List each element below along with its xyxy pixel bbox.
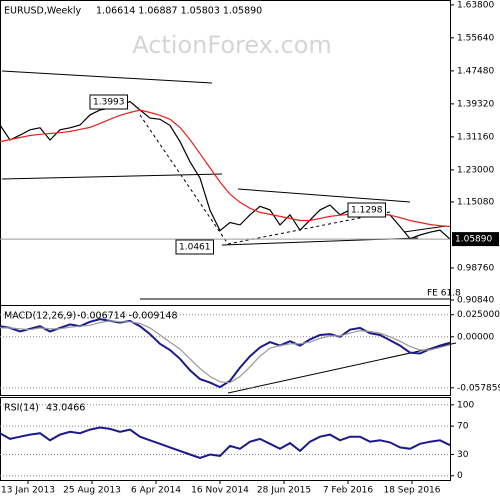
y-tick-label: 0.90840	[457, 295, 494, 305]
panel-values: 43.0466	[46, 403, 85, 414]
y-tick-label: 1.31160	[457, 132, 494, 142]
y-tick-label: 1.15080	[457, 197, 494, 207]
y-tick-label: 1.39320	[457, 99, 494, 109]
trend-line	[403, 225, 447, 233]
panel-title: RSI(14)	[4, 403, 39, 414]
watermark: ActionForex.com	[132, 31, 332, 59]
x-tick-label: 28 Jun 2015	[257, 486, 311, 496]
annotation-box	[175, 239, 214, 255]
panel-values: -0.006714 -0.009148	[77, 311, 178, 322]
y-tick-label: 1.23000	[457, 165, 494, 175]
y-tick-label: 1.47480	[457, 66, 494, 76]
y-tick-label: 1.55640	[457, 33, 494, 43]
y-tick-label: 70	[457, 422, 469, 432]
y-tick-label: 0.00000	[457, 332, 494, 342]
last-price-label: 1.05890	[455, 235, 492, 245]
y-tick-label: 0	[457, 471, 463, 481]
panel-title: MACD(12,26,9)	[4, 311, 76, 322]
panel-values: 1.06614 1.06887 1.05803 1.05890	[96, 6, 262, 17]
annotation: FE 61.8	[427, 289, 461, 299]
series-line	[0, 318, 451, 389]
x-tick-label: 16 Nov 2014	[191, 486, 249, 496]
trend-line	[237, 188, 411, 203]
annotation: 1.0461	[179, 243, 211, 253]
y-tick-label: 0.025000	[457, 310, 500, 320]
panel-title: EURUSD,Weekly	[4, 6, 82, 17]
series-line	[0, 426, 451, 460]
series-line	[0, 320, 451, 384]
x-tick-label: 7 Feb 2016	[323, 486, 374, 496]
x-tick-label: 6 Apr 2014	[131, 486, 181, 496]
annotation-box	[347, 202, 386, 218]
annotation: 1.3993	[93, 98, 125, 108]
x-tick-label: 25 Aug 2013	[63, 486, 121, 496]
y-tick-label: 30	[457, 450, 469, 460]
y-tick-label: -0.057859	[457, 383, 500, 393]
y-tick-label: 100	[457, 400, 474, 410]
trend-line	[227, 342, 457, 394]
last-price-box	[452, 232, 499, 247]
x-tick-label: 13 Jan 2013	[1, 486, 55, 496]
y-tick-label: 0.98760	[457, 263, 494, 273]
x-tick-label: 18 Sep 2016	[383, 486, 440, 496]
projection-line	[139, 114, 229, 245]
panel-frame	[0, 397, 451, 481]
panel-frame	[0, 305, 451, 396]
y-tick-label: 1.63800	[457, 0, 494, 10]
trend-line	[1, 70, 213, 84]
trend-line	[1, 173, 223, 180]
annotation-box	[89, 94, 128, 110]
annotation: 1.1298	[351, 206, 383, 216]
